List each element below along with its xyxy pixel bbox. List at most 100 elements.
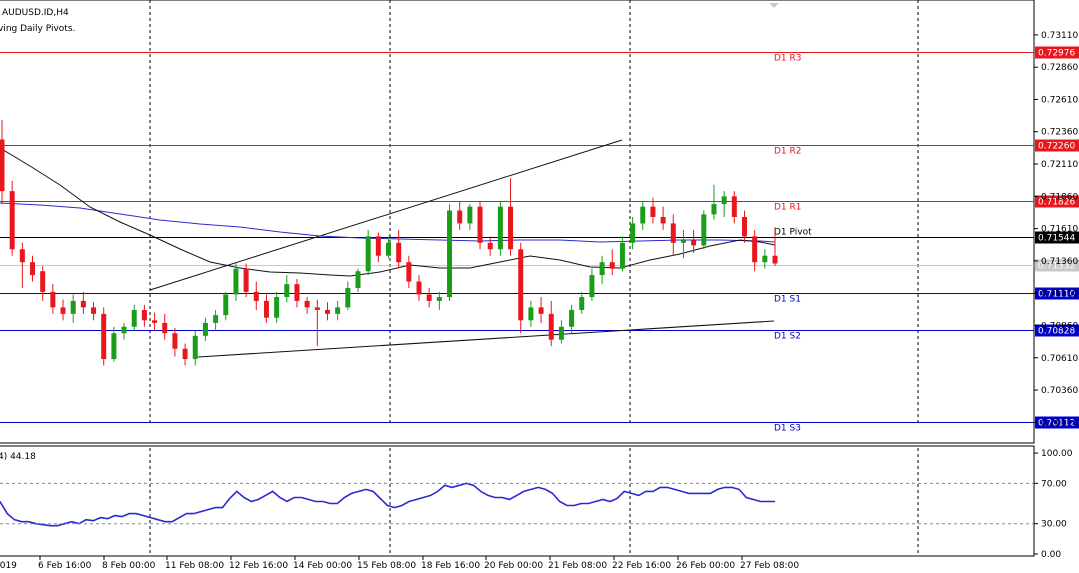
price-tick-label: 0.72360: [1041, 128, 1078, 138]
candle: [0, 120, 5, 205]
pivot-price-tag: [1035, 139, 1079, 152]
candle: [40, 266, 46, 301]
candle-body: [101, 313, 107, 360]
candle-body: [213, 315, 219, 323]
candle-body: [40, 271, 46, 292]
candle-body: [91, 307, 97, 314]
pivot-price-tag-label: 0.71544: [1038, 234, 1075, 244]
candle: [30, 255, 36, 282]
osc-tick-label: 70.00: [1041, 479, 1067, 489]
candle-body: [497, 206, 503, 250]
candle-body: [538, 307, 544, 314]
candle: [772, 227, 778, 267]
candle: [599, 255, 605, 285]
candle: [416, 275, 422, 301]
trendlines: [149, 139, 775, 358]
time-tick-label: 22 Feb 16:00: [612, 561, 671, 571]
price-tick-label: 0.70110: [1041, 418, 1078, 428]
candle-body: [599, 262, 605, 276]
indicator-label: ving Daily Pivots.: [0, 24, 75, 34]
chart-shift-marker[interactable]: [769, 3, 779, 8]
candle-body: [70, 300, 76, 314]
candle-body: [630, 223, 636, 243]
candle: [609, 249, 615, 276]
candle: [9, 180, 15, 256]
candle: [406, 255, 412, 289]
candle: [457, 201, 463, 230]
candle-body: [487, 242, 493, 250]
price-tick-label: 0.72860: [1041, 63, 1078, 73]
candle-body: [447, 210, 453, 298]
candle: [691, 229, 697, 254]
candle-body: [772, 255, 778, 264]
candle: [589, 268, 595, 301]
candle-body: [457, 210, 463, 224]
candle-body: [548, 313, 554, 340]
candle-body: [182, 348, 188, 360]
candle-body: [162, 322, 168, 334]
candle: [314, 299, 320, 347]
candle: [345, 281, 351, 310]
candle-body: [436, 297, 442, 301]
candle: [558, 320, 564, 344]
osc-tick-label: 100.00: [1041, 449, 1073, 459]
candle: [202, 317, 208, 341]
price-tick-label: 0.70610: [1041, 354, 1078, 364]
candle: [182, 343, 188, 366]
pivot-price-tag: [1035, 195, 1079, 208]
candle-body: [640, 206, 646, 224]
candle-body: [650, 206, 656, 217]
pivot-price-tag-label: 0.70828: [1038, 327, 1075, 337]
time-tick-label: 2019: [0, 561, 17, 571]
candle: [680, 229, 686, 259]
time-tick-label: 20 Feb 00:00: [484, 561, 543, 571]
candle: [355, 268, 361, 292]
candle: [91, 302, 97, 321]
candle-body: [141, 309, 147, 321]
price-tick-label: 0.71610: [1041, 225, 1078, 235]
candle: [111, 326, 117, 362]
candle: [569, 304, 575, 334]
candle: [508, 178, 514, 256]
candle-body: [660, 216, 666, 224]
pivot-price-tag: [1035, 287, 1079, 300]
candle-body: [741, 216, 747, 237]
candle: [263, 294, 269, 323]
candle-body: [192, 335, 198, 360]
candle: [324, 302, 330, 321]
candle-body: [762, 255, 768, 263]
candles: [0, 120, 778, 366]
candle-body: [0, 139, 5, 192]
candle-body: [304, 300, 310, 308]
time-tick-label: 8 Feb 00:00: [102, 561, 156, 571]
candle-body: [508, 206, 514, 250]
candle-body: [406, 262, 412, 282]
candle-body: [324, 309, 330, 314]
candle: [660, 206, 666, 230]
main-panel: [0, 0, 1035, 444]
candle: [365, 229, 371, 276]
candle-body: [223, 294, 229, 316]
time-tick-label: 15 Feb 08:00: [357, 561, 416, 571]
candle-body: [691, 240, 697, 246]
oscillator-line-group: [0, 482, 775, 527]
pivot-label: D1 S3: [774, 424, 801, 434]
candle: [650, 197, 656, 224]
candle: [528, 300, 534, 327]
osc-tick-label: 0.00: [1041, 550, 1061, 560]
candle: [233, 262, 239, 301]
current-price-tag: [1035, 259, 1079, 272]
candle-body: [111, 333, 117, 360]
price-tick-label: 0.72610: [1041, 95, 1078, 105]
time-tick-label: 14 Feb 00:00: [293, 561, 352, 571]
price-axis: 0.73110 0.72860 0.72610 0.72360 0.72110 0.718…: [1034, 31, 1078, 428]
pivot-label: D1 S2: [774, 332, 801, 342]
candle: [762, 249, 768, 269]
candle: [467, 204, 473, 230]
oscillator-panel: [0, 445, 1035, 557]
pivot-price-tag: [1035, 324, 1079, 337]
candle-body: [263, 300, 269, 318]
price-tick-label: 0.73110: [1041, 31, 1078, 41]
candle-body: [396, 242, 402, 263]
candle-body: [467, 206, 473, 224]
